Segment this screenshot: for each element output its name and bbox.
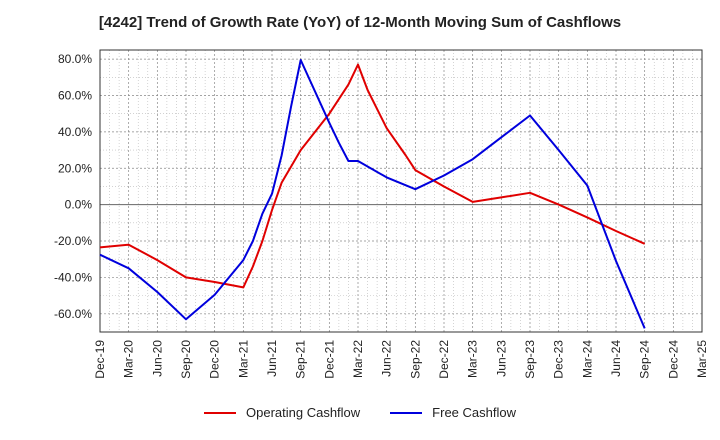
plot-area-border: [99, 49, 703, 333]
x-tick-label: Jun-24: [609, 340, 623, 377]
x-tick-label: Sep-24: [638, 340, 652, 379]
x-tick-label: Dec-19: [93, 340, 107, 379]
series-line-free-cashflow: [99, 59, 646, 329]
legend-item-free-cashflow: Free Cashflow: [390, 405, 516, 420]
x-tick-label: Dec-20: [208, 340, 222, 379]
y-tick-label: -20.0%: [54, 234, 92, 248]
x-tick-label: Jun-23: [494, 340, 508, 377]
legend-item-operating-cashflow: Operating Cashflow: [204, 405, 360, 420]
x-tick-label: Mar-25: [695, 340, 709, 378]
x-tick-label: Jun-20: [150, 340, 164, 377]
x-tick-label: Sep-22: [408, 340, 422, 379]
y-tick-label: 40.0%: [58, 125, 92, 139]
x-tick-label: Dec-24: [666, 340, 680, 379]
legend-swatch-operating-cashflow: [204, 411, 236, 414]
y-tick-label: 60.0%: [58, 88, 92, 102]
y-tick-label: -40.0%: [54, 270, 92, 284]
x-tick-label: Sep-23: [523, 340, 537, 379]
x-tick-label: Jun-21: [265, 340, 279, 377]
x-tick-label: Jun-22: [380, 340, 394, 377]
chart-title: [4242] Trend of Growth Rate (YoY) of 12-…: [98, 14, 622, 31]
legend-label-operating-cashflow: Operating Cashflow: [246, 405, 361, 420]
x-tick-label: Mar-23: [466, 340, 480, 378]
y-tick-label: -60.0%: [54, 307, 92, 321]
x-tick-label: Sep-20: [179, 340, 193, 379]
x-tick-label: Sep-21: [294, 340, 308, 379]
x-tick-label: Mar-22: [351, 340, 365, 378]
x-tick-label: Dec-22: [437, 340, 451, 379]
x-tick-label: Mar-20: [122, 340, 136, 378]
legend: Operating Cashflow Free Cashflow: [0, 405, 720, 420]
legend-label-free-cashflow: Free Cashflow: [432, 405, 516, 420]
x-tick-label: Dec-21: [322, 340, 336, 379]
x-tick-label: Mar-21: [236, 340, 250, 378]
legend-swatch-free-cashflow: [390, 411, 423, 414]
y-tick-label: 20.0%: [58, 161, 92, 175]
series-line-operating-cashflow: [99, 63, 646, 289]
x-tick-label: Dec-23: [552, 340, 566, 379]
x-tick-label: Mar-24: [580, 340, 594, 378]
y-tick-label: 80.0%: [58, 52, 92, 66]
y-tick-label: 0.0%: [65, 198, 93, 212]
